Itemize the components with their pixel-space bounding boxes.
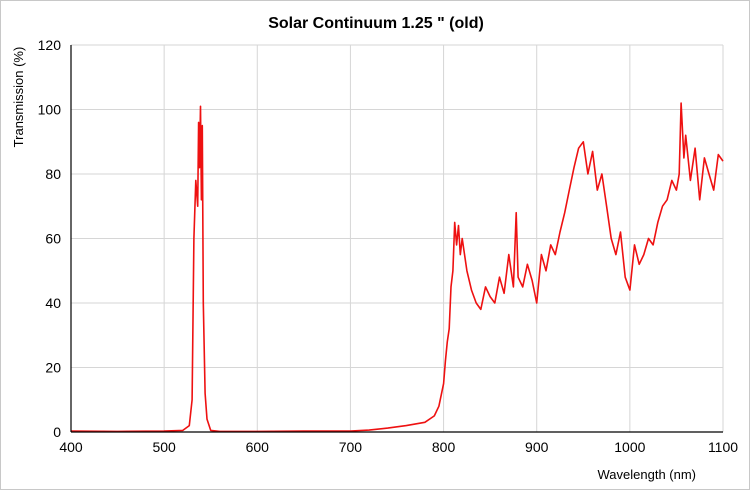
x-tick-label: 900 <box>525 439 549 455</box>
series <box>70 102 724 433</box>
grid <box>71 44 724 432</box>
y-tick-label: 60 <box>45 231 61 247</box>
y-tick-label: 80 <box>45 166 61 182</box>
x-tick-label: 400 <box>59 439 83 455</box>
y-axis-label: Transmission (%) <box>11 47 26 148</box>
y-tick-label: 100 <box>38 102 62 118</box>
y-tick-label: 20 <box>45 360 61 376</box>
y-tick-label: 40 <box>45 295 61 311</box>
x-axis-label: Wavelength (nm) <box>598 467 697 482</box>
x-tick-label: 1100 <box>708 439 738 455</box>
x-tick-label: 700 <box>339 439 363 455</box>
chart-title: Solar Continuum 1.25 " (old) <box>268 15 484 32</box>
x-tick-label: 600 <box>246 439 270 455</box>
y-tick-label: 0 <box>53 424 61 440</box>
series-line-transmission <box>70 102 724 433</box>
y-tick-label: 120 <box>38 37 62 53</box>
tick-labels: 400 500 600 700 800 900 1000 1100 0 20 40 60 80 100 12… <box>38 37 739 455</box>
x-tick-label: 500 <box>152 439 176 455</box>
x-tick-label: 800 <box>432 439 456 455</box>
x-tick-label: 1000 <box>614 439 645 455</box>
